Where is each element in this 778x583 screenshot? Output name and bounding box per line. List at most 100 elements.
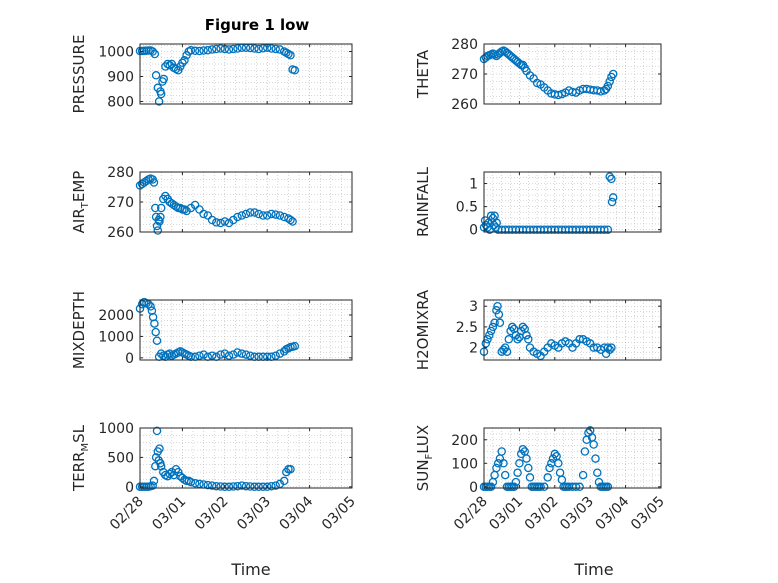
data-point: [190, 200, 200, 210]
data-point: [149, 178, 159, 187]
data-point: [605, 172, 614, 181]
data-point: [190, 479, 200, 488]
data-point: [525, 473, 535, 482]
data-point: [212, 218, 221, 227]
data-point: [589, 440, 598, 449]
data-point: [180, 56, 189, 65]
data-point: [502, 347, 512, 356]
data-point: [279, 476, 289, 486]
y-tick-label: 1000: [98, 329, 134, 345]
data-point: [216, 482, 225, 491]
data-point: [492, 306, 501, 315]
data-point: [163, 59, 172, 69]
data-point: [481, 339, 491, 348]
data-point: [159, 74, 168, 84]
subplot-theta: 260 270 280 THETA: [414, 37, 662, 113]
data-point: [254, 209, 263, 219]
data-point: [605, 345, 614, 354]
data-point: [593, 468, 602, 477]
y-axis-label-main: AIR: [70, 208, 88, 233]
data-point: [150, 49, 160, 59]
axes-frame: [139, 427, 353, 489]
y-tick-label: 2000: [98, 308, 134, 324]
data-point: [178, 58, 187, 68]
data-point: [518, 322, 528, 332]
y-axis-label: TERRMSL: [70, 424, 91, 492]
data-point: [203, 46, 213, 55]
y-tick-label: 270: [107, 195, 134, 211]
data-point: [513, 468, 522, 477]
figure-title: Figure 1 low: [205, 16, 310, 34]
data-point: [156, 89, 166, 99]
subplot-h2omixra: 2 2.5 3 H2OMIXRA: [414, 289, 662, 370]
y-tick-label: 260: [451, 97, 478, 113]
y-tick-label: 100: [451, 456, 478, 472]
data-point: [522, 330, 531, 340]
data-point: [539, 482, 549, 492]
data-point: [156, 212, 165, 222]
y-axis-label-subscript: F: [424, 453, 435, 459]
data-point: [137, 300, 147, 309]
x-axis-label-left: Time: [230, 560, 270, 579]
data-point: [271, 210, 280, 219]
axes-frame: [483, 427, 662, 489]
data-point: [153, 226, 163, 235]
data-point: [262, 211, 272, 220]
y-tick-label: 900: [107, 70, 134, 86]
data-point: [150, 319, 159, 328]
data-point: [271, 351, 280, 360]
data-point: [216, 218, 225, 228]
data-point: [148, 47, 157, 56]
y-tick-label: 0: [125, 480, 134, 496]
data-point: [233, 348, 242, 357]
y-tick-label: 500: [107, 450, 134, 466]
data-point: [591, 454, 600, 463]
data-point: [279, 47, 289, 56]
data-point: [486, 326, 496, 336]
y-tick-label: 2.5: [456, 320, 478, 336]
data-point: [513, 335, 522, 344]
data-point: [224, 45, 234, 54]
data-point: [229, 482, 238, 491]
data-point: [152, 221, 162, 231]
y-tick-label: 2: [469, 341, 478, 357]
data-point: [186, 477, 196, 487]
data-point: [155, 217, 164, 226]
data-point: [254, 482, 263, 492]
data-point: [229, 44, 238, 54]
data-point: [596, 87, 606, 96]
y-axis-label: PRESSURE: [70, 35, 88, 114]
data-point: [245, 482, 255, 491]
data-point: [575, 482, 584, 492]
data-point: [245, 351, 255, 360]
data-point: [608, 193, 618, 202]
data-point: [485, 330, 494, 340]
data-point: [543, 473, 552, 482]
y-tick-label: 1: [469, 177, 478, 193]
data-point: [607, 343, 616, 352]
data-point: [233, 481, 242, 491]
data-point: [237, 481, 247, 490]
data-point: [224, 351, 234, 360]
data-point: [165, 61, 174, 70]
data-point: [258, 482, 268, 492]
data-point: [245, 208, 255, 217]
data-point: [286, 464, 295, 474]
subplot-rainfall: 0 0.5 1 RAINFALL: [414, 166, 662, 239]
data-point: [608, 69, 618, 79]
subplot-pressure: 800 900 1000 PRESSURE: [70, 35, 353, 114]
data-point: [224, 482, 234, 492]
data-point: [275, 211, 285, 220]
data-point: [607, 174, 616, 184]
data-point: [580, 447, 590, 456]
y-tick-label: 280: [107, 165, 134, 181]
y-tick-label: 0: [469, 223, 478, 239]
data-point: [495, 318, 505, 328]
data-point: [241, 350, 251, 359]
data-point: [500, 470, 510, 480]
data-point: [497, 447, 506, 456]
data-point: [207, 351, 217, 360]
y-axis-label-rest: LUX: [414, 425, 432, 454]
data-point: [500, 343, 510, 352]
data-point: [603, 343, 613, 352]
